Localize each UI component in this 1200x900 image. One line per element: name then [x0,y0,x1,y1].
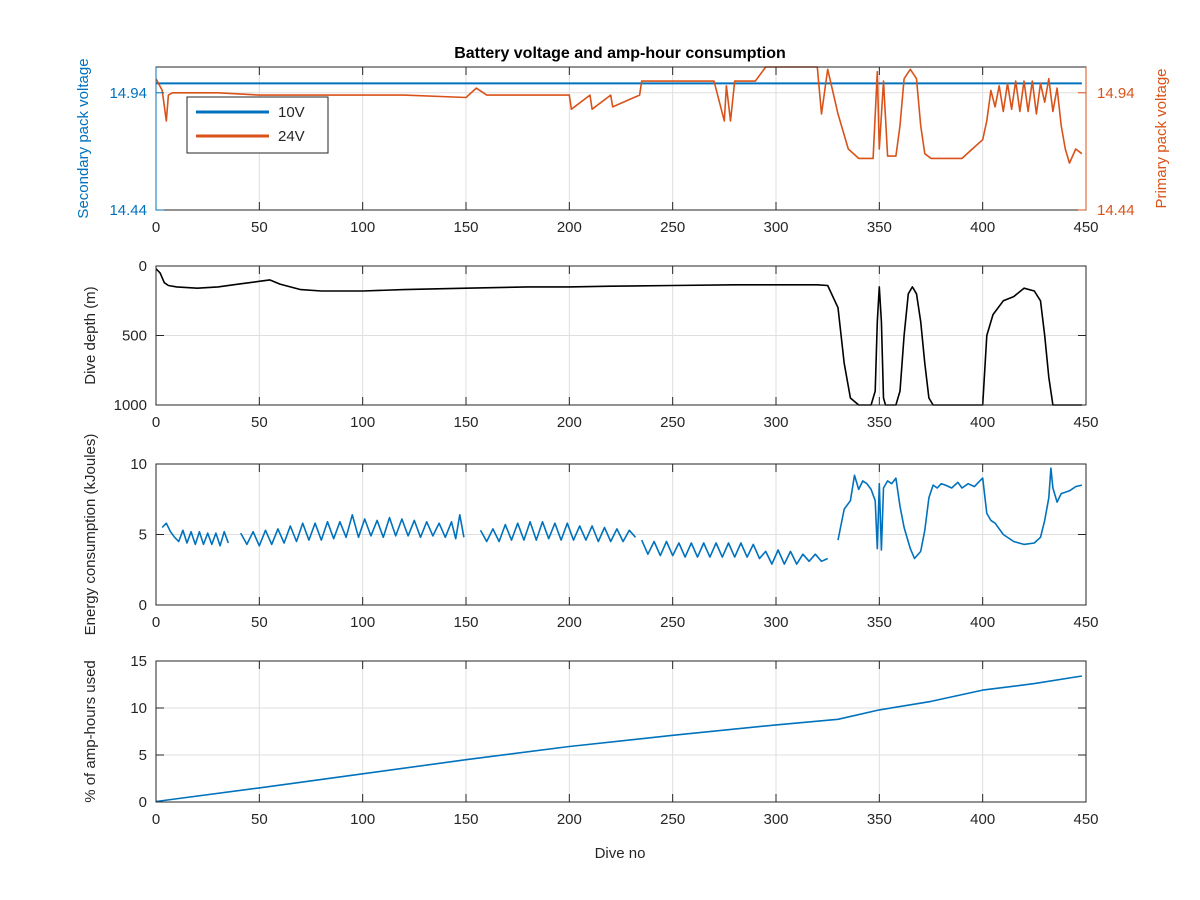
x-tick-label: 50 [251,414,268,431]
axes-box [155,660,1087,803]
x-tick-label: 0 [152,414,160,431]
x-tick-label: 300 [763,414,788,431]
figure-xlabel: Dive no [595,845,646,862]
y-tick-label: 1000 [114,397,147,414]
x-tick-label: 200 [557,414,582,431]
legend-box [186,96,329,154]
y-tick-label-right: 14.94 [1097,85,1135,102]
x-tick-label: 100 [350,414,375,431]
x-tick-label: 50 [251,811,268,828]
x-tick-label: 450 [1073,811,1098,828]
y-tick-label: 15 [130,653,147,670]
y-tick-label-right: 14.44 [1097,202,1135,219]
y-tick-label: 0 [139,794,147,811]
plot-area [156,661,1086,802]
x-tick-label: 250 [660,414,685,431]
x-tick-label: 50 [251,614,268,631]
y-tick-label: 5 [139,747,147,764]
x-tick-label: 350 [867,219,892,236]
x-tick-label: 100 [350,614,375,631]
x-tick-label: 400 [970,811,995,828]
x-tick-label: 200 [557,614,582,631]
y-axis-label: Secondary pack voltage [75,58,92,218]
x-tick-label: 300 [763,219,788,236]
x-tick-label: 200 [557,811,582,828]
y-tick-label: 10 [130,456,147,473]
series-line-data-seg2 [239,513,465,547]
y-axis-label: Energy consumption (kJoules) [82,434,99,636]
legend-label-10v: 10V [278,104,305,121]
y-tick-label: 5 [139,527,147,544]
y-tick-label: 14.94 [109,85,147,102]
y-axis-label: Dive depth (m) [82,286,99,384]
legend-label-24v: 24V [278,128,305,145]
y-tick-label: 10 [130,700,147,717]
y-tick-label: 0 [139,258,147,275]
subplot-2: 0 50 100 150 200 250 300 350 400 450 0 500 1000 Dive … [82,258,1099,431]
x-tick-label: 400 [970,414,995,431]
series-line-data [156,675,1083,803]
x-tick-label: 100 [350,811,375,828]
x-tick-label: 450 [1073,414,1098,431]
subplot-1: 0 50 100 150 200 250 300 350 400 45014.4414.9414.… [75,58,1170,236]
x-tick-label: 150 [453,811,478,828]
x-tick-label: 450 [1073,219,1098,236]
x-tick-label: 250 [660,811,685,828]
x-tick-label: 400 [970,614,995,631]
subplots: 0 50 100 150 200 250 300 350 400 45014.4414.9414.… [75,58,1170,828]
y-tick-label: 0 [139,597,147,614]
x-tick-label: 150 [453,414,478,431]
x-tick-label: 100 [350,219,375,236]
y-axis-label: % of amp-hours used [82,660,99,803]
series-line-data-seg4 [640,539,829,565]
x-tick-label: 50 [251,219,268,236]
x-tick-label: 300 [763,614,788,631]
series-line-data-seg5 [837,467,1083,560]
x-tick-label: 350 [867,414,892,431]
y-axis-label-right: Primary pack voltage [1153,68,1170,208]
x-tick-label: 250 [660,614,685,631]
x-tick-label: 350 [867,811,892,828]
series-line-data-seg1 [161,522,230,547]
y-tick-label: 500 [122,328,147,345]
series-line-24v [156,66,1083,164]
x-tick-label: 250 [660,219,685,236]
figure-title: Battery voltage and amp-hour consumption [454,45,786,62]
series-line-data-seg3 [479,520,637,543]
x-tick-label: 150 [453,614,478,631]
x-tick-label: 0 [152,614,160,631]
x-tick-label: 150 [453,219,478,236]
subplot-3: 0 50 100 150 200 250 300 350 400 450 0 5 10 Energy co… [82,434,1099,636]
series-line-data [156,268,1082,406]
y-tick-label: 14.44 [109,202,147,219]
x-tick-label: 0 [152,219,160,236]
x-tick-label: 0 [152,811,160,828]
x-tick-label: 400 [970,219,995,236]
x-tick-label: 450 [1073,614,1098,631]
x-tick-label: 300 [763,811,788,828]
subplot-4: 0 50 100 150 200 250 300 350 400 450 0 5 10 15 % of am… [82,653,1099,828]
x-tick-label: 200 [557,219,582,236]
x-tick-label: 350 [867,614,892,631]
